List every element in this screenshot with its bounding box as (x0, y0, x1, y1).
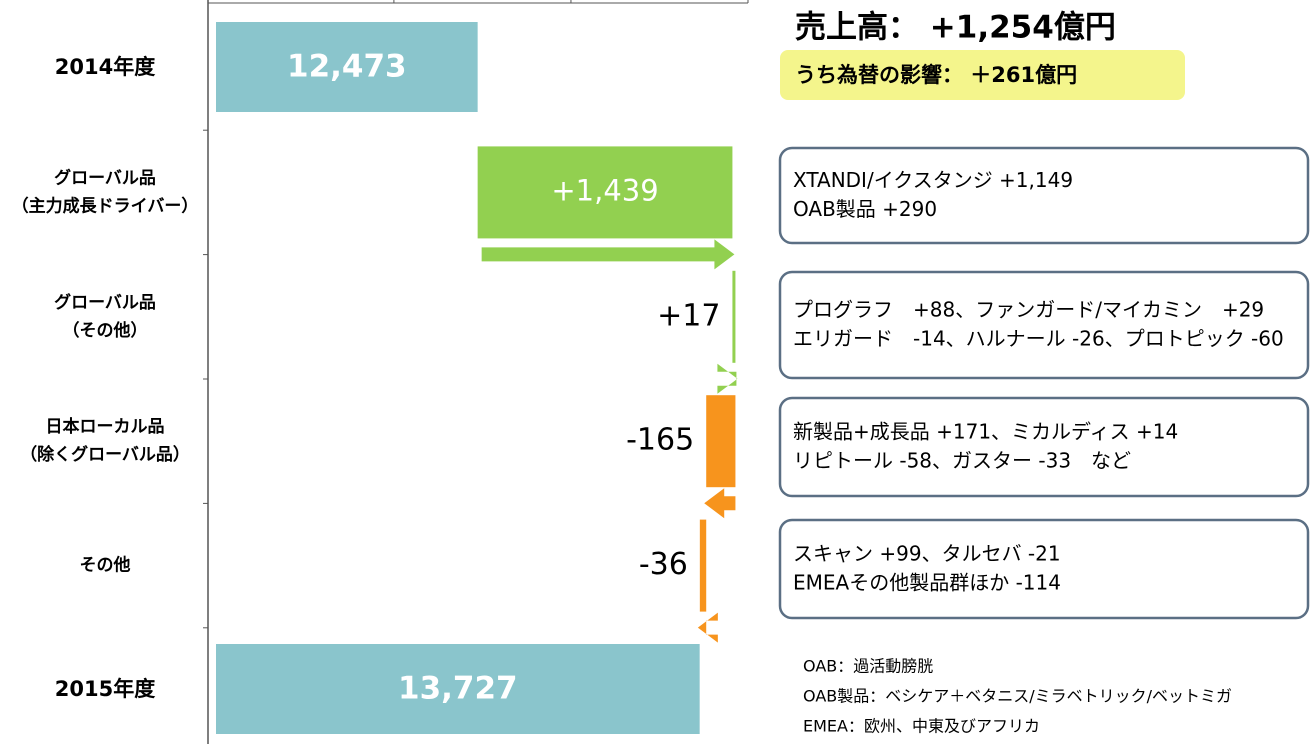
note-box (778, 270, 1310, 380)
chart-subtitle: うち為替の影響： ＋261億円 (795, 63, 1077, 87)
note-text: スキャン +99、タルセバ -21 (793, 542, 1061, 566)
value-label: +17 (657, 298, 720, 333)
y-tick-label: （その他） (63, 320, 148, 341)
value-label: 13,727 (398, 671, 518, 707)
bar (706, 395, 736, 488)
bar (216, 22, 478, 112)
y-tick-label: グローバル品 (54, 292, 156, 313)
footnote: EMEA：欧州、中東及びアフリカ (803, 717, 1040, 736)
y-tick-label: 2014年度 (55, 55, 155, 79)
value-label: +1,439 (551, 173, 658, 207)
note-box (778, 396, 1310, 498)
y-tick-label: 2015年度 (55, 677, 155, 701)
note-text: OAB製品 +290 (793, 197, 937, 221)
arrow (481, 239, 735, 270)
value-label: -165 (626, 423, 694, 458)
footnote: OAB：過活動膀胱 (803, 657, 933, 676)
bar (699, 519, 707, 612)
note-text: EMEAその他製品群ほか -114 (793, 571, 1061, 595)
note-box (778, 146, 1310, 245)
note-box (778, 518, 1310, 620)
y-tick-label: （主力成長ドライバー） (12, 195, 199, 216)
note-text: プログラフ +88、ファンガード/マイカミン +29 (793, 298, 1264, 322)
fx-box (780, 50, 1185, 100)
value-label: -36 (639, 547, 688, 582)
bar (216, 644, 700, 734)
arrow (697, 612, 718, 643)
value-label: 12,473 (287, 49, 407, 85)
y-tick-label: グローバル品 (54, 167, 156, 188)
note-text: 新製品+成長品 +171、ミカルディス +14 (793, 420, 1178, 444)
arrow (717, 363, 738, 394)
arrow (704, 488, 736, 519)
y-tick-label: 日本ローカル品 (46, 416, 165, 437)
y-tick-label: その他 (80, 555, 131, 576)
bar (477, 146, 733, 239)
footnote: OAB製品：ベシケア＋ベタニス/ミラベトリック/ベットミガ (803, 687, 1232, 706)
chart-title: 売上高： +1,254億円 (795, 10, 1116, 46)
note-text: リピトール -58、ガスター -33 など (793, 449, 1131, 473)
bar (732, 270, 736, 363)
note-text: XTANDI/イクスタンジ +1,149 (793, 168, 1073, 192)
note-text: エリガード -14、ハルナール -26、プロトピック -60 (793, 327, 1284, 351)
y-tick-label: （除くグローバル品） (20, 444, 190, 465)
